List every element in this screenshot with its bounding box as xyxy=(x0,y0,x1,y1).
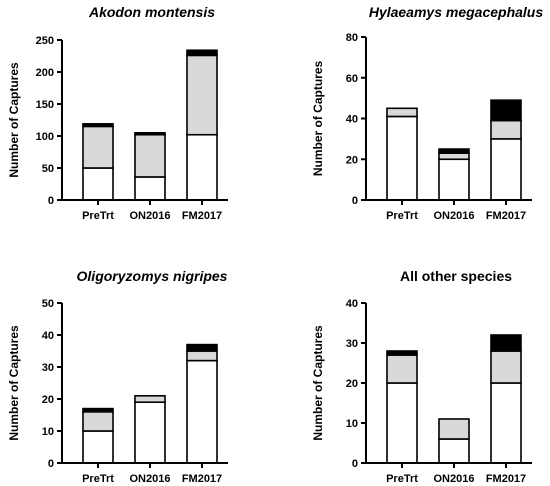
y-tick-label: 60 xyxy=(346,73,358,85)
y-tick-label: 50 xyxy=(42,163,54,175)
x-tick-label: ON2016 xyxy=(130,473,171,485)
bar-segment-on2016-3 xyxy=(134,132,166,136)
bar-segment-pretrt-2 xyxy=(82,410,114,432)
bar-segment-fm2017-2 xyxy=(490,350,522,384)
y-axis-label: Number of Captures xyxy=(7,62,21,178)
y-tick-label: 20 xyxy=(346,154,358,166)
chart-title: Hylaeamys megacephalus xyxy=(369,4,544,20)
y-tick-label: 0 xyxy=(352,458,358,470)
chart-panel-3: Oligoryzomys nigripes Number of Captures P… xyxy=(7,268,228,485)
y-tick-label: 200 xyxy=(36,67,54,79)
y-tick-label: 40 xyxy=(346,298,358,310)
x-tick-label: PreTrt xyxy=(82,210,114,222)
y-tick-label: 0 xyxy=(48,458,54,470)
bar-segment-fm2017-1 xyxy=(186,133,218,201)
y-tick-label: 0 xyxy=(48,195,54,207)
x-tick-label: FM2017 xyxy=(486,473,526,485)
y-tick-label: 0 xyxy=(352,195,358,207)
y-axis-label: Number of Captures xyxy=(7,325,21,441)
y-tick-label: 30 xyxy=(346,338,358,350)
x-tick-label: FM2017 xyxy=(182,210,222,222)
y-tick-label: 20 xyxy=(346,378,358,390)
y-tick-label: 30 xyxy=(42,362,54,374)
bar-segment-on2016-3 xyxy=(438,148,470,154)
x-tick-label: FM2017 xyxy=(486,210,526,222)
bar-segment-fm2017-3 xyxy=(490,334,522,352)
bar-segment-pretrt-1 xyxy=(386,382,418,464)
x-tick-label: PreTrt xyxy=(82,473,114,485)
y-tick-label: 10 xyxy=(42,426,54,438)
bar-segment-on2016-1 xyxy=(134,176,166,201)
bar-segment-on2016-2 xyxy=(438,152,470,161)
bar-segment-fm2017-1 xyxy=(186,359,218,464)
y-tick-label: 80 xyxy=(346,32,358,44)
x-tick-label: ON2016 xyxy=(434,210,475,222)
bar-segment-on2016-1 xyxy=(134,401,166,464)
chart-panel-2: Hylaeamys megacephalus Number of Captures… xyxy=(311,4,543,222)
bar-segment-pretrt-2 xyxy=(82,125,114,169)
y-tick-label: 40 xyxy=(346,114,358,126)
bar-segment-on2016-2 xyxy=(134,394,166,403)
x-tick-label: PreTrt xyxy=(386,473,418,485)
chart-title: All other species xyxy=(400,268,512,284)
bar-segment-on2016-1 xyxy=(438,158,470,201)
chart-panel-1: Akodon montensis Number of Captures PreTrt… xyxy=(7,4,228,222)
bar-segment-on2016-2 xyxy=(134,133,166,178)
chart-title: Akodon montensis xyxy=(88,4,215,20)
bar-segment-pretrt-1 xyxy=(386,115,418,201)
y-tick-label: 250 xyxy=(36,35,54,47)
y-tick-label: 50 xyxy=(42,298,54,310)
bar-segment-pretrt-3 xyxy=(82,407,114,413)
y-axis-label: Number of Captures xyxy=(311,325,325,441)
x-tick-label: ON2016 xyxy=(434,473,475,485)
chart-title: Oligoryzomys nigripes xyxy=(77,268,228,284)
y-tick-label: 150 xyxy=(36,99,54,111)
chart-panel-4: All other species Number of Captures PreTr… xyxy=(311,268,532,485)
x-tick-label: PreTrt xyxy=(386,210,418,222)
bar-segment-on2016-2 xyxy=(438,418,470,440)
bar-segment-pretrt-3 xyxy=(82,123,114,128)
x-tick-label: FM2017 xyxy=(182,473,222,485)
y-tick-label: 20 xyxy=(42,394,54,406)
bar-segment-pretrt-1 xyxy=(82,430,114,464)
bar-segment-pretrt-1 xyxy=(82,167,114,201)
bar-segment-fm2017-3 xyxy=(490,99,522,122)
y-tick-label: 100 xyxy=(36,131,54,143)
bar-segment-pretrt-2 xyxy=(386,354,418,384)
x-tick-label: ON2016 xyxy=(130,210,171,222)
bar-segment-fm2017-3 xyxy=(186,343,218,352)
bar-segment-fm2017-3 xyxy=(186,49,218,57)
y-tick-label: 10 xyxy=(346,418,358,430)
bar-segment-fm2017-1 xyxy=(490,138,522,201)
y-axis-label: Number of Captures xyxy=(311,61,325,177)
bar-segment-on2016-1 xyxy=(438,438,470,464)
bar-segment-fm2017-1 xyxy=(490,382,522,464)
bar-segment-pretrt-2 xyxy=(386,107,418,118)
bar-segment-fm2017-2 xyxy=(186,350,218,362)
bar-segment-pretrt-3 xyxy=(386,350,418,356)
bar-segment-fm2017-2 xyxy=(490,119,522,140)
bar-segment-fm2017-2 xyxy=(186,54,218,136)
y-tick-label: 40 xyxy=(42,330,54,342)
